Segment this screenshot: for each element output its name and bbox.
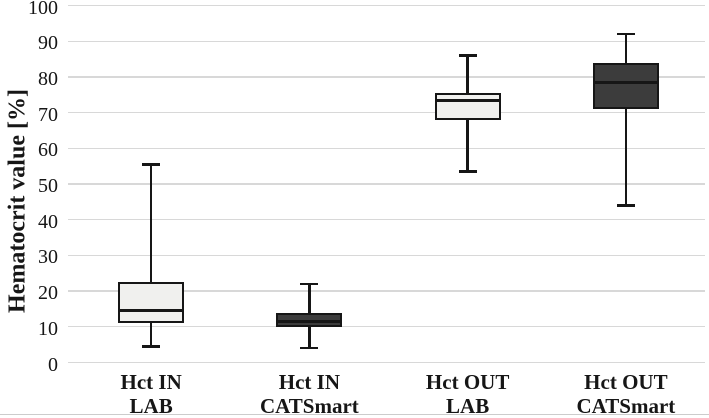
y-tick-label: 70 <box>38 103 58 126</box>
whisker-lower <box>624 109 628 206</box>
gridline <box>68 219 705 221</box>
whisker-cap-max <box>300 282 319 286</box>
box-iqr <box>434 92 501 120</box>
gridline <box>68 361 705 364</box>
x-category-label: Hct OUT CATSmart <box>576 370 675 418</box>
whisker-cap-min <box>300 346 319 350</box>
gridline <box>68 147 705 149</box>
y-tick-label: 50 <box>38 175 58 197</box>
gridline <box>68 4 705 7</box>
y-tick-label: 40 <box>38 210 58 233</box>
box-iqr <box>276 312 343 327</box>
median-line <box>276 320 343 323</box>
median-line <box>434 98 501 102</box>
whisker-cap-max <box>458 54 477 57</box>
whisker-cap-min <box>142 345 161 348</box>
y-tick-label: 30 <box>38 246 58 269</box>
whisker-upper <box>466 55 469 93</box>
y-tick-label: 20 <box>38 282 58 305</box>
x-label-line1: Hct OUT <box>584 370 668 394</box>
whisker-cap-min <box>616 204 635 207</box>
gridline <box>68 290 705 292</box>
whisker-cap-max <box>142 163 161 166</box>
x-label-line1: Hct IN <box>278 370 340 394</box>
gridline <box>68 40 705 42</box>
whisker-upper <box>149 164 153 283</box>
whisker-cap-max <box>616 32 635 36</box>
whisker-lower <box>466 119 469 172</box>
whisker-lower <box>308 326 311 349</box>
y-tick-label: 90 <box>38 32 58 55</box>
whisker-lower <box>149 323 153 347</box>
y-tick-label: 60 <box>38 139 58 162</box>
gridline <box>68 76 705 78</box>
figure-bottom-border <box>0 414 709 415</box>
box-iqr <box>592 62 659 110</box>
y-tick-label: 10 <box>38 317 58 340</box>
x-label-line1: Hct IN <box>120 370 182 394</box>
x-category-label: Hct IN LAB <box>121 370 182 418</box>
gridline <box>68 254 705 257</box>
y-tick-label: 80 <box>38 67 58 90</box>
x-category-label: Hct OUT LAB <box>426 370 509 418</box>
gridline <box>68 111 705 114</box>
whisker-upper <box>308 283 311 313</box>
whisker-cap-min <box>458 170 477 173</box>
gridline <box>68 326 705 328</box>
y-tick-label: 0 <box>48 353 58 376</box>
y-tick-label: 100 <box>28 0 58 19</box>
median-line <box>118 309 185 313</box>
median-line <box>592 80 659 84</box>
whisker-upper <box>624 34 628 63</box>
box-iqr <box>118 282 185 324</box>
x-label-line1: Hct OUT <box>425 370 510 394</box>
x-category-label: Hct IN CATSmart <box>260 370 359 418</box>
gridline <box>68 183 705 185</box>
